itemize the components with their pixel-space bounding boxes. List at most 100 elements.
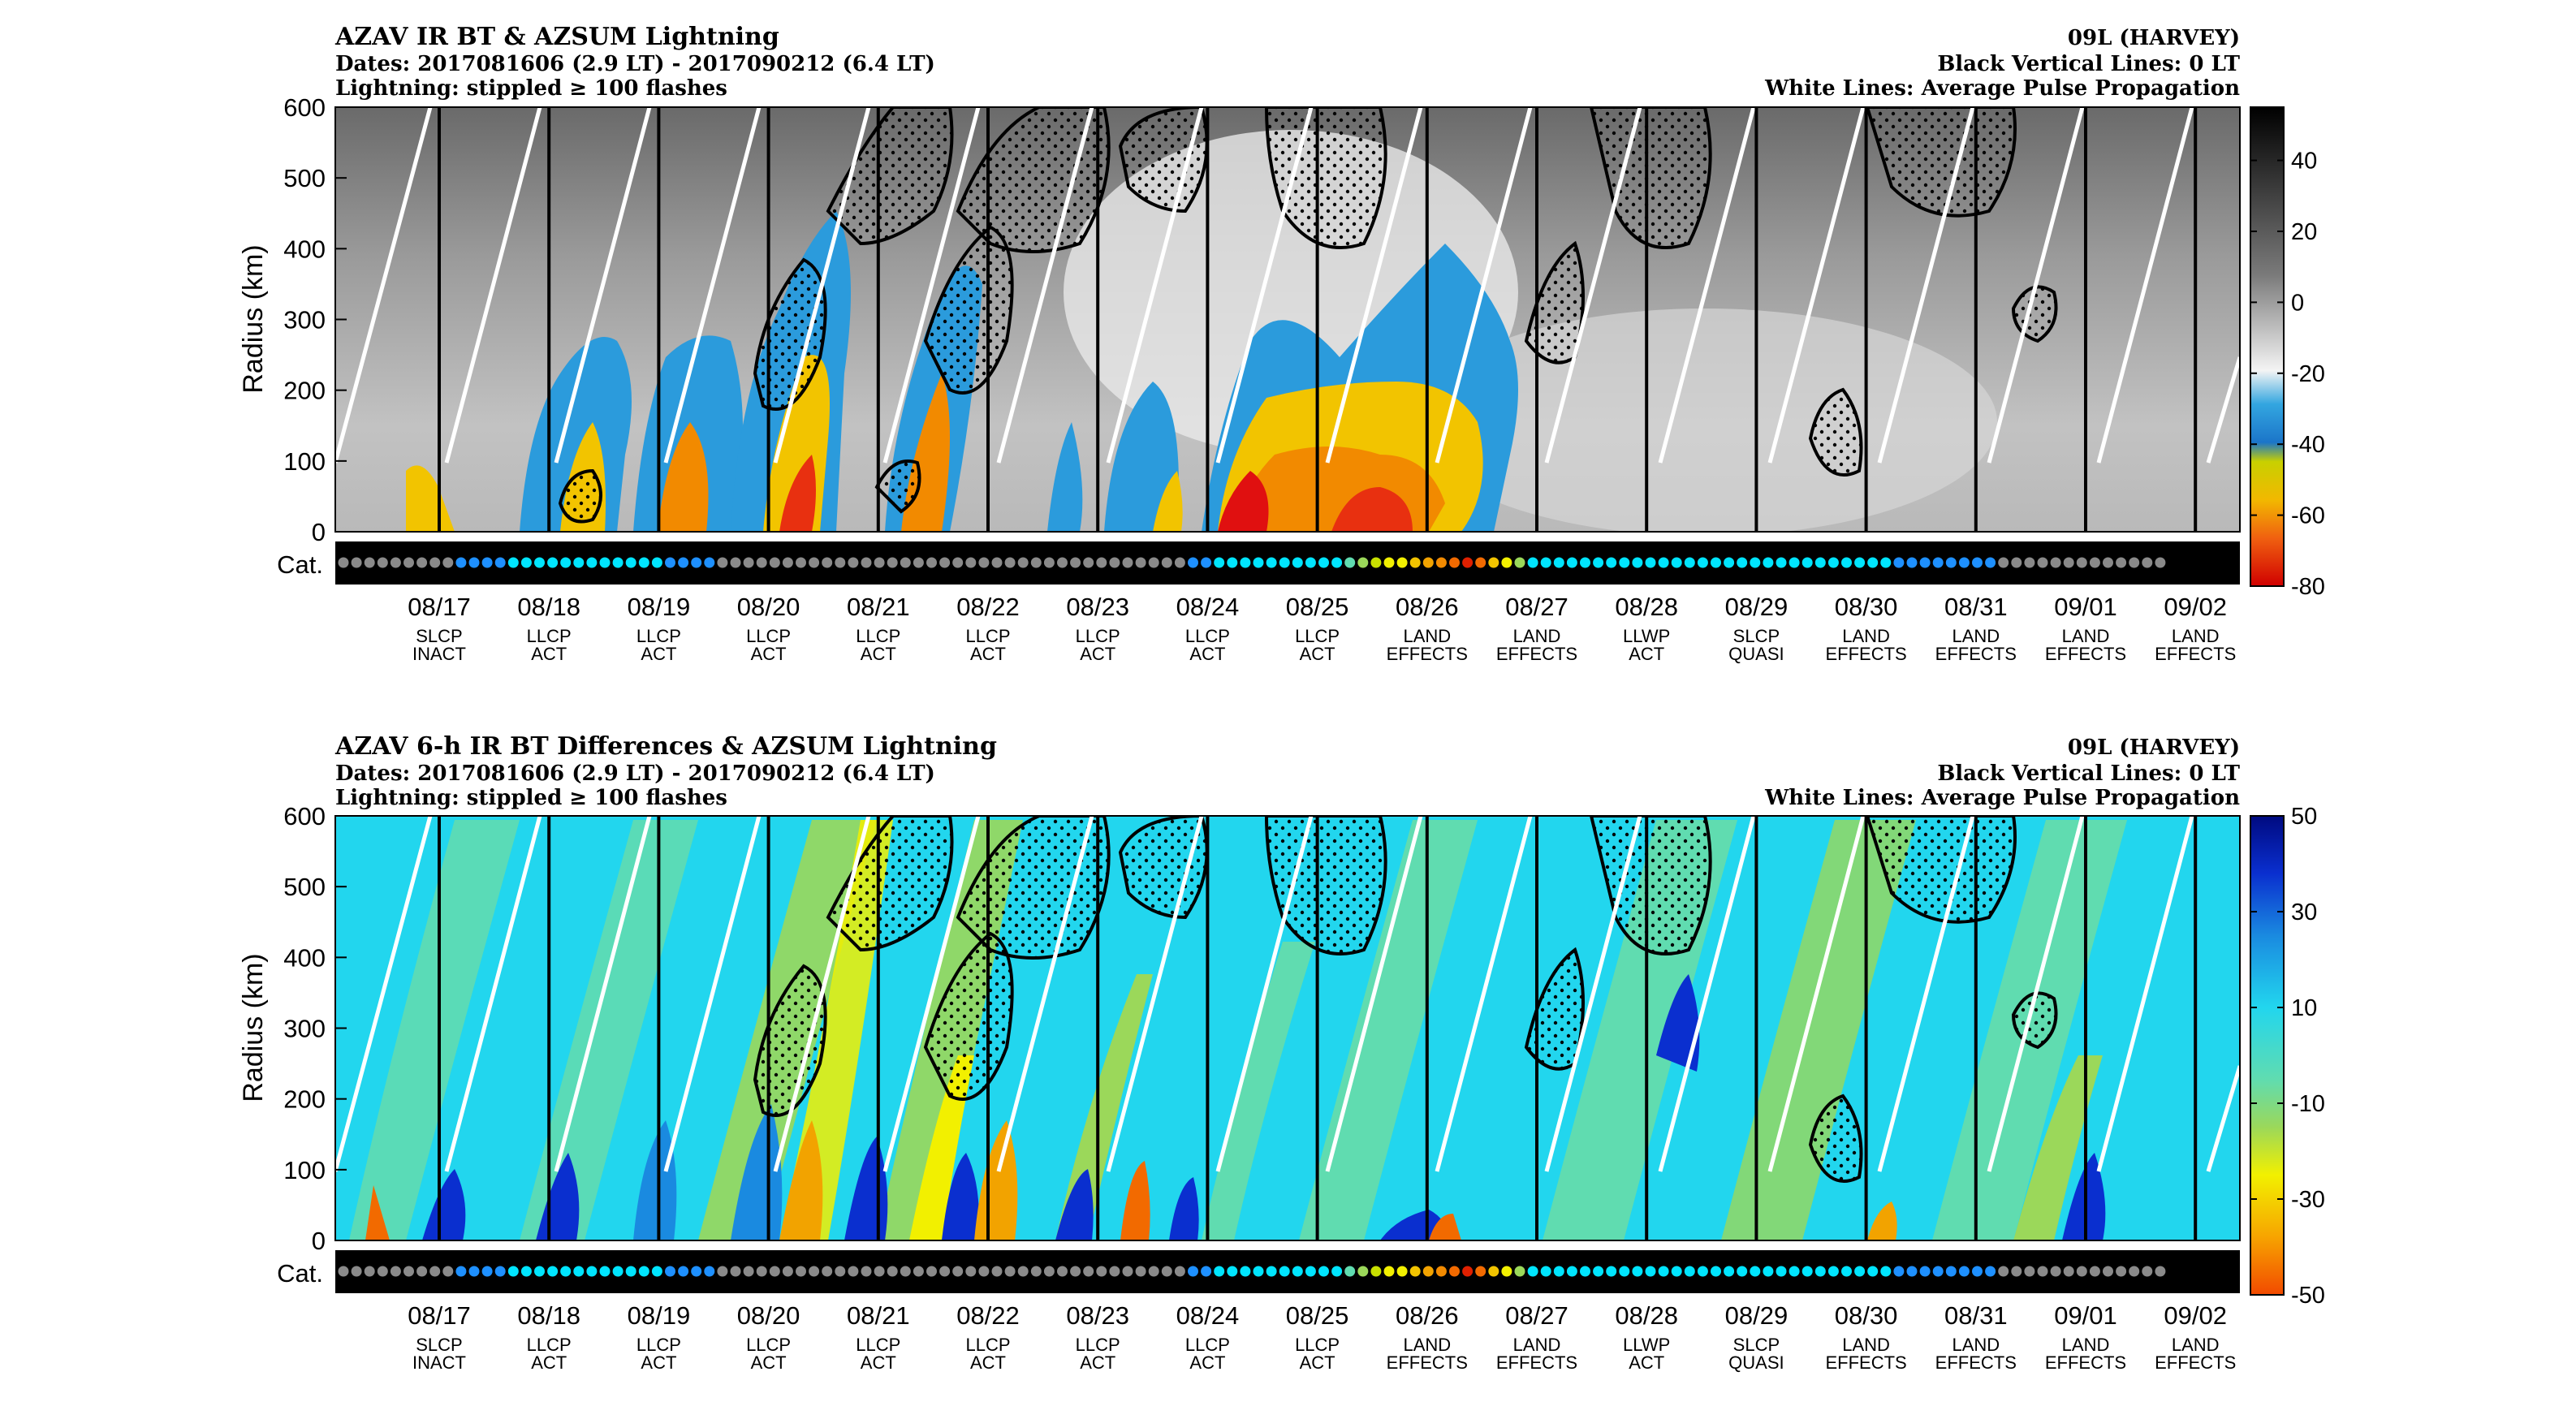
category-marker: [1017, 1266, 1029, 1277]
category-marker: [809, 557, 820, 568]
category-marker: [1305, 557, 1316, 568]
category-marker: [1527, 557, 1538, 568]
category-marker: [364, 1266, 375, 1277]
category-marker: [1737, 557, 1748, 568]
category-marker: [1488, 1266, 1499, 1277]
category-marker: [926, 1266, 937, 1277]
category-marker: [1932, 557, 1944, 568]
phase-label: EFFECTS: [2155, 1352, 2236, 1373]
x-date-label: 08/29: [1725, 1301, 1789, 1330]
panel1-title: AZAV IR BT & AZSUM Lightning: [334, 23, 779, 51]
category-marker: [1279, 1266, 1290, 1277]
category-marker: [1292, 557, 1303, 568]
phase-label: SLCP: [1733, 626, 1780, 646]
category-marker: [1214, 1266, 1225, 1277]
category-marker: [1435, 1266, 1447, 1277]
category-marker: [1017, 557, 1029, 568]
category-marker: [338, 557, 349, 568]
x-date-label: 08/19: [628, 593, 691, 621]
x-date-label: 08/26: [1396, 593, 1459, 621]
panel1-lightning-stipple: [558, 107, 2058, 524]
category-marker: [1383, 1266, 1395, 1277]
category-marker: [403, 557, 414, 568]
category-marker: [1201, 1266, 1212, 1277]
category-marker: [848, 1266, 859, 1277]
y-tick-label: 300: [283, 1015, 326, 1043]
category-marker: [612, 1266, 624, 1277]
category-marker: [835, 1266, 846, 1277]
category-marker: [743, 557, 754, 568]
category-marker: [848, 557, 859, 568]
category-marker: [442, 1266, 454, 1277]
panel1-cat-label: Cat.: [277, 550, 323, 579]
category-marker: [1409, 1266, 1421, 1277]
panel2-pulse-propagation-lines: [335, 816, 2240, 1172]
category-marker: [1396, 1266, 1408, 1277]
category-marker: [861, 557, 872, 568]
category-marker: [1711, 557, 1721, 568]
category-marker: [507, 1266, 519, 1277]
category-marker: [1305, 1266, 1316, 1277]
category-marker: [1854, 557, 1866, 568]
category-marker: [1750, 557, 1761, 568]
category-marker: [338, 1266, 349, 1277]
category-marker: [1514, 557, 1525, 568]
x-date-label: 09/01: [2054, 1301, 2117, 1330]
colorbar-tick-label: 0: [2291, 290, 2304, 316]
panel1-white-lines-note: White Lines: Average Pulse Propagation: [1764, 76, 2240, 101]
phase-label: ACT: [861, 644, 896, 664]
category-marker: [1214, 557, 1225, 568]
phase-label: LAND: [2172, 626, 2220, 646]
category-marker: [1135, 557, 1146, 568]
phase-label: LLCP: [746, 1335, 791, 1355]
category-marker: [1776, 557, 1787, 568]
category-marker: [1292, 1266, 1303, 1277]
category-marker: [1357, 1266, 1369, 1277]
panel1-pulse-propagation-lines: [335, 107, 2240, 464]
category-marker: [1801, 557, 1813, 568]
category-marker: [468, 1266, 480, 1277]
x-date-label: 08/24: [1176, 1301, 1240, 1330]
category-marker: [1566, 557, 1577, 568]
category-marker: [717, 557, 728, 568]
category-marker: [991, 557, 1003, 568]
category-marker: [1266, 557, 1277, 568]
x-date-label: 08/22: [956, 1301, 1020, 1330]
panel2-local-time-lines: [438, 816, 2198, 1240]
category-marker: [1814, 557, 1826, 568]
category-marker: [1684, 557, 1695, 568]
category-marker: [1135, 1266, 1146, 1277]
category-marker: [796, 1266, 806, 1277]
category-marker: [1985, 557, 1996, 568]
category-marker: [1645, 1266, 1656, 1277]
category-marker: [978, 557, 990, 568]
panel2-storm-name: 09L (HARVEY): [2068, 736, 2240, 760]
category-marker: [1998, 557, 2009, 568]
category-marker: [1776, 1266, 1787, 1277]
category-marker: [809, 1266, 820, 1277]
category-marker: [1606, 1266, 1617, 1277]
category-marker: [1435, 557, 1447, 568]
phase-label: EFFECTS: [2045, 644, 2126, 664]
category-marker: [1344, 557, 1356, 568]
phase-label: LAND: [2172, 1335, 2220, 1355]
category-marker: [1083, 1266, 1094, 1277]
panel2-colorbar-ticks: 50 30 10 -10 -30 -50: [2250, 804, 2325, 1309]
category-marker: [2155, 557, 2166, 568]
category-marker: [507, 557, 519, 568]
category-marker: [442, 557, 454, 568]
category-marker: [390, 1266, 401, 1277]
category-marker: [1619, 1266, 1630, 1277]
panel1-category-markers: [338, 557, 2166, 568]
phase-label: EFFECTS: [1935, 644, 2017, 664]
category-marker: [1409, 557, 1421, 568]
phase-label: LLCP: [965, 626, 1010, 646]
phase-label: LAND: [1513, 626, 1561, 646]
category-marker: [952, 1266, 964, 1277]
category-marker: [978, 1266, 990, 1277]
category-marker: [939, 1266, 951, 1277]
category-marker: [1593, 1266, 1604, 1277]
category-marker: [468, 557, 480, 568]
category-marker: [678, 1266, 689, 1277]
colorbar-tick-label: -20: [2291, 361, 2325, 387]
